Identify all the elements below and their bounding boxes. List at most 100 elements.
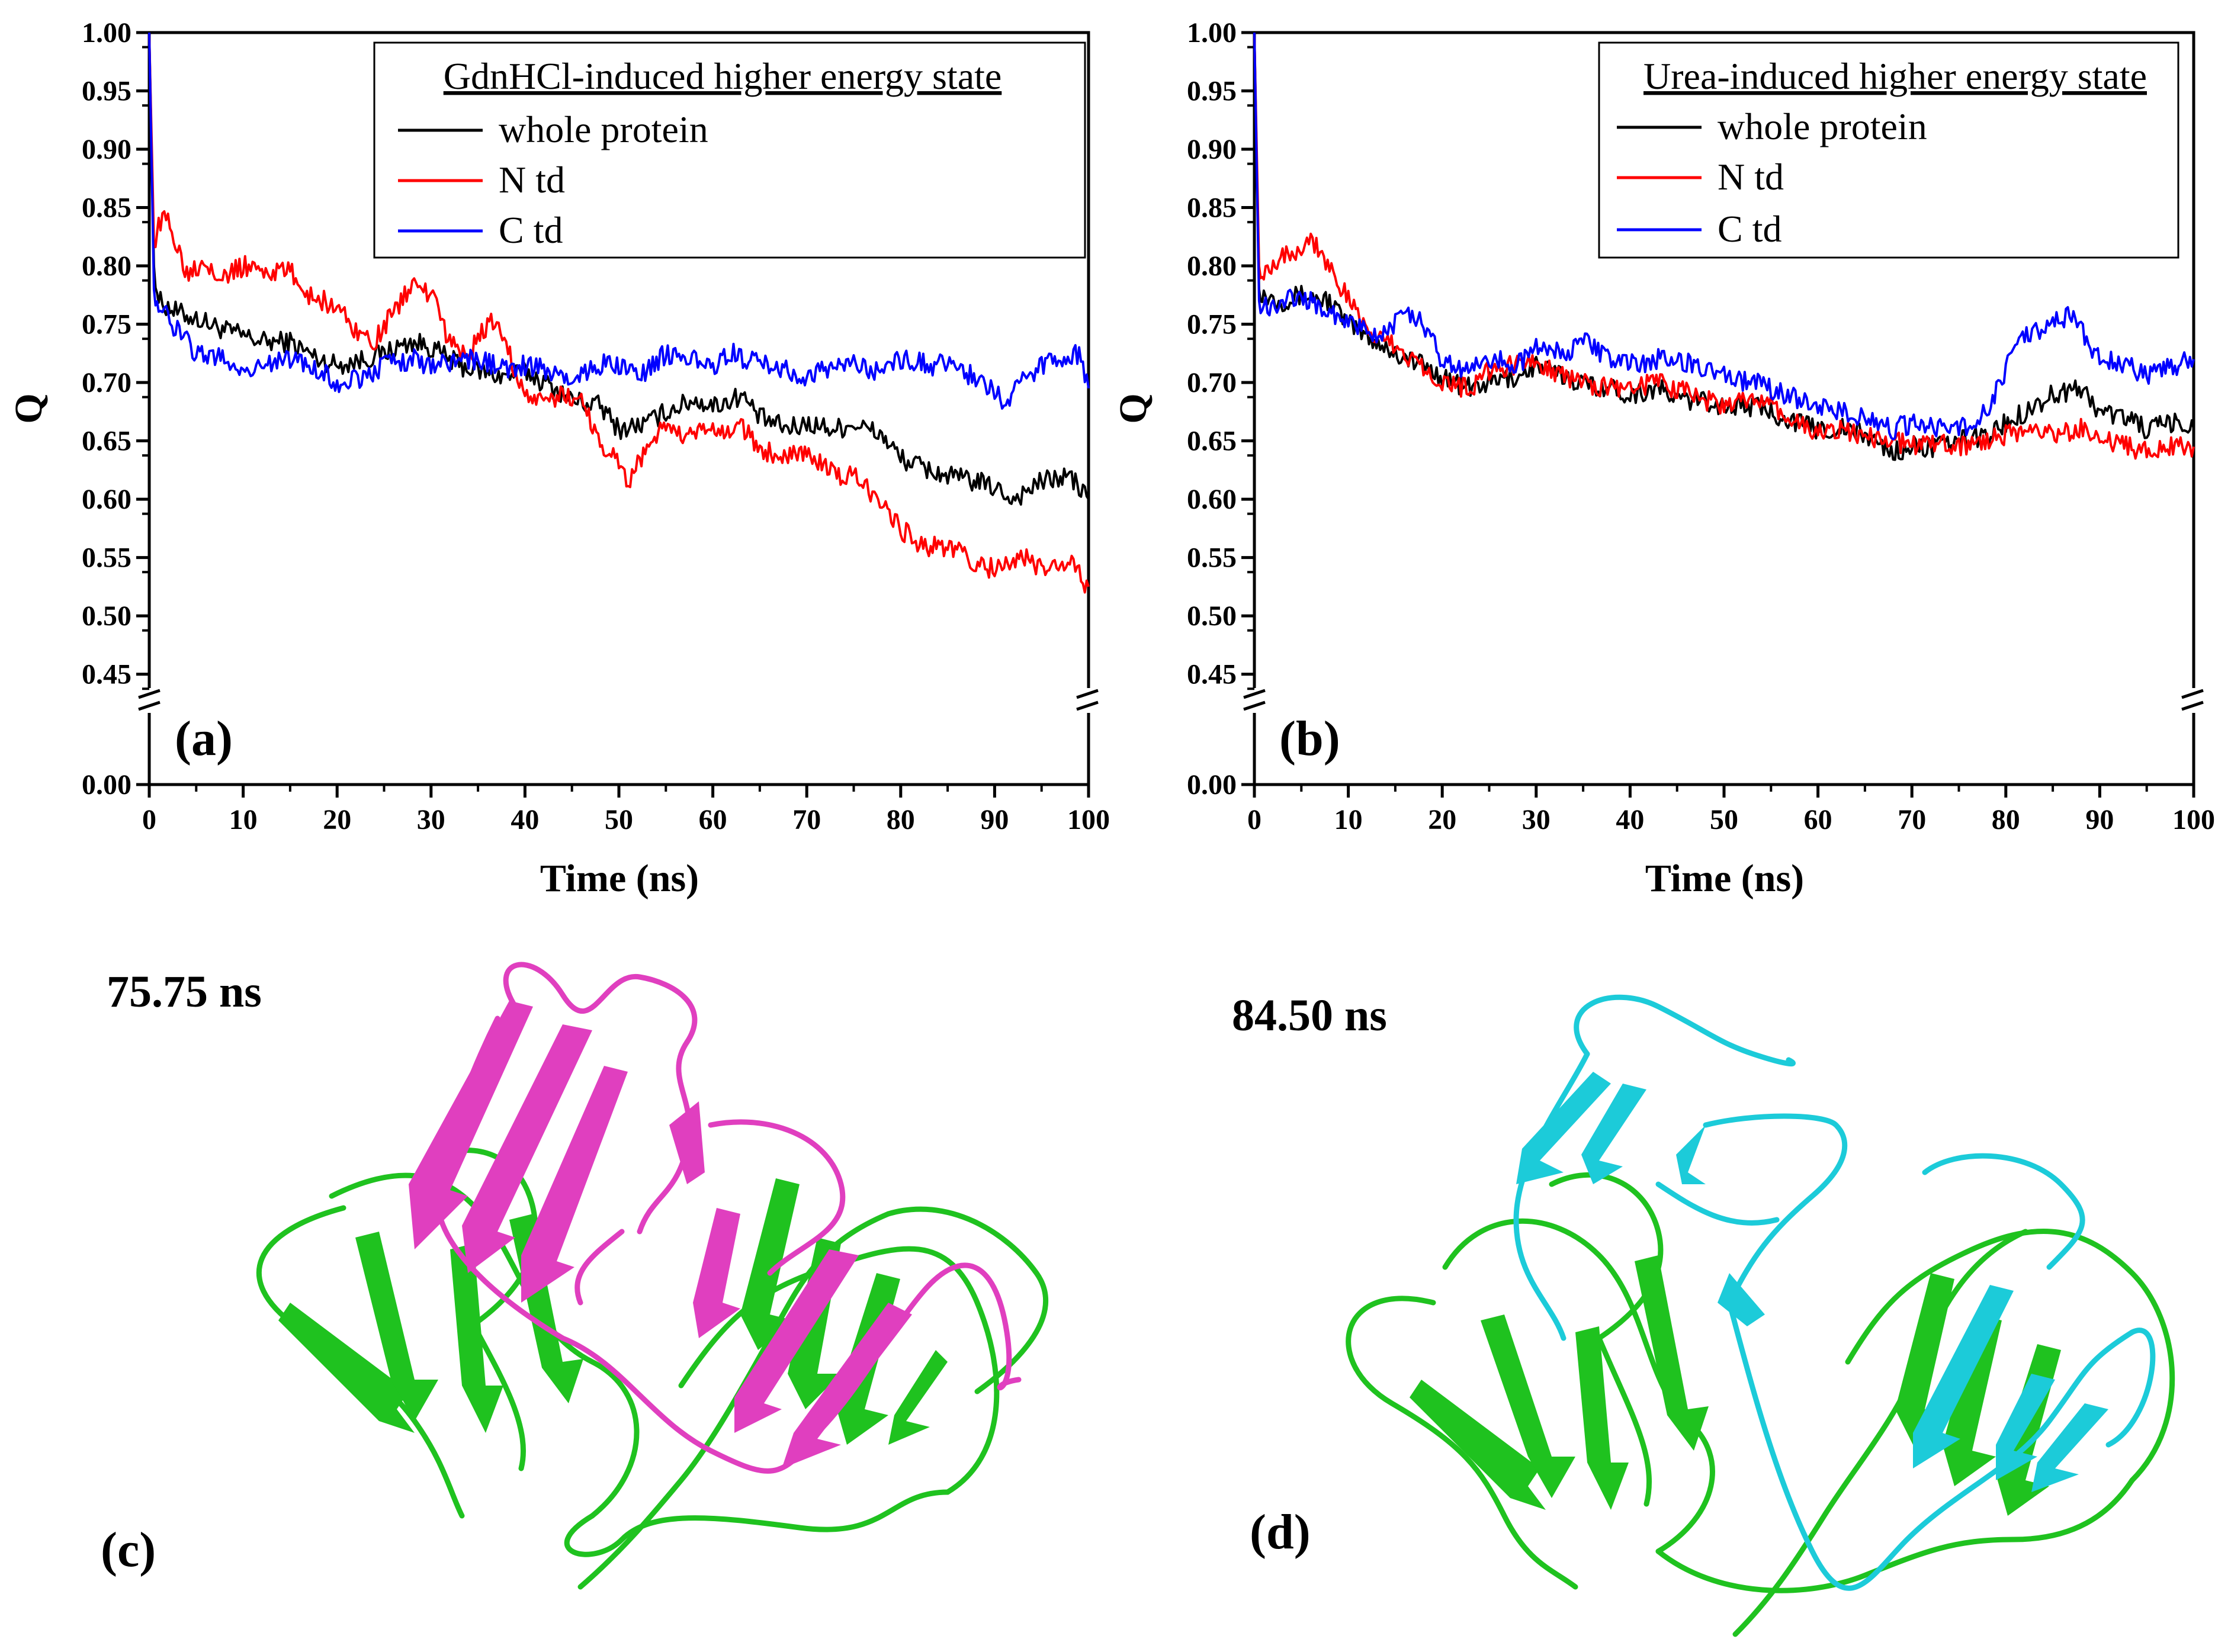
y-tick-label: 0.65 [1187, 426, 1237, 457]
legend-label-whole-protein: whole protein [1718, 105, 1927, 147]
y-tick-label: 1.00 [1187, 17, 1237, 49]
legend-label-n-td: N td [499, 159, 565, 201]
x-tick-label: 100 [1067, 804, 1110, 835]
legend-label-n-td: N td [1718, 156, 1784, 198]
x-tick-label: 50 [605, 804, 633, 835]
series-lines [1253, 32, 2195, 461]
x-axis-ticks: 0 10 20 30 40 50 60 70 80 90 100 [142, 785, 1110, 835]
panel-label-a: (a) [175, 711, 233, 766]
y-axis-title: Q [7, 393, 50, 423]
y-axis-title: Q [1112, 393, 1155, 423]
legend-label-whole-protein: whole protein [499, 108, 708, 150]
y-tick-label: 0.75 [82, 309, 131, 340]
y-tick-label: 0.45 [82, 659, 131, 690]
higher-energy-beta-strands [409, 1001, 912, 1468]
x-axis-title: Time (ns) [1645, 857, 1804, 900]
x-tick-label: 20 [1428, 804, 1456, 835]
y-tick-label: 0.90 [1187, 134, 1237, 165]
legend-title: GdnHCl-induced higher energy state [444, 55, 1002, 97]
y-tick-label: 0.85 [1187, 192, 1237, 224]
panel-label-b: (b) [1279, 711, 1340, 766]
series-line-c-td [1253, 32, 2195, 441]
x-tick-label: 90 [980, 804, 1009, 835]
x-tick-label: 30 [1522, 804, 1551, 835]
legend-box [1598, 41, 2179, 259]
x-tick-label: 50 [1710, 804, 1738, 835]
reference-beta-strands [278, 1178, 948, 1445]
panel-label-c: (c) [101, 1522, 156, 1577]
axis-break-mark [1076, 689, 1099, 699]
y-tick-label: 0.45 [1187, 659, 1237, 690]
y-tick-label: 0.80 [1187, 250, 1237, 282]
higher-energy-beta-strands [1516, 1072, 2108, 1492]
y-tick-label: 0.75 [1187, 309, 1237, 340]
y-tick-label: 0.50 [82, 600, 131, 632]
y-tick-label: 0.95 [1187, 76, 1237, 107]
y-tick-label: 0.60 [1187, 484, 1237, 515]
axis-break-mark [138, 689, 160, 699]
higher-energy-structure-ribbon [1513, 994, 2156, 1591]
protein-structure-d: 84.50 ns (d) [1232, 991, 2175, 1637]
y-tick-label: 1.00 [82, 17, 131, 49]
legend-label-c-td: C td [499, 209, 563, 251]
axis-break-mark [1076, 700, 1099, 711]
y-tick-label: 0.50 [1187, 600, 1237, 632]
x-tick-label: 90 [2085, 804, 2114, 835]
x-tick-label: 70 [792, 804, 821, 835]
x-tick-label: 20 [323, 804, 351, 835]
y-tick-label: 0.90 [82, 134, 131, 165]
time-label-d: 84.50 ns [1232, 991, 1387, 1040]
chart-panel-b: 0.45 0.50 0.55 0.60 0.65 0.70 0.75 0.80 0.85 0.90… [1112, 17, 2215, 900]
x-tick-label: 80 [1992, 804, 2020, 835]
y-tick-label: 0.70 [1187, 367, 1237, 398]
chart-panel-a: 0.45 0.50 0.55 0.60 0.65 0.70 0.75 0.80 0.85 0.90… [7, 17, 1110, 900]
protein-structure-c: 75.75 ns (c) [101, 962, 1049, 1590]
y-tick-label: 0.60 [82, 484, 131, 515]
panel-label-d: (d) [1250, 1505, 1311, 1560]
x-tick-label: 60 [1804, 804, 1832, 835]
series-line-n-td [1253, 32, 2195, 460]
y-tick-label: 0.55 [1187, 542, 1237, 574]
series-line-n-td [148, 32, 1090, 594]
time-label-c: 75.75 ns [107, 967, 262, 1017]
y-tick-label: 0.80 [82, 250, 131, 282]
series-lines [148, 32, 1090, 594]
x-tick-label: 30 [417, 804, 445, 835]
y-tick-label: 0.70 [82, 367, 131, 398]
y-tick-label: 0.85 [82, 192, 131, 224]
x-tick-label: 40 [1616, 804, 1644, 835]
y-axis-upper-ticks: 0.45 0.50 0.55 0.60 0.65 0.70 0.75 0.80 0.85 0.90… [82, 17, 149, 690]
legend-title: Urea-induced higher energy state [1643, 55, 2147, 97]
x-axis-title: Time (ns) [540, 857, 699, 900]
x-axis-ticks: 0 10 20 30 40 50 60 70 80 90 100 [1247, 785, 2215, 835]
y-tick-label: 0.95 [82, 76, 131, 107]
axis-break-mark [1243, 689, 1266, 699]
y-tick-label: 0.55 [82, 542, 131, 574]
legend-label-c-td: C td [1718, 208, 1781, 250]
x-tick-label: 70 [1898, 804, 1926, 835]
x-tick-label: 40 [511, 804, 539, 835]
series-line-whole-protein [148, 32, 1090, 506]
axis-break-mark [1243, 700, 1266, 711]
x-tick-label: 10 [1334, 804, 1363, 835]
x-tick-label: 100 [2172, 804, 2215, 835]
y-axis-lower-ticks: 0.00 [1187, 769, 1254, 801]
axis-break-mark [2181, 700, 2204, 711]
x-tick-label: 60 [699, 804, 727, 835]
axis-break-mark [138, 700, 160, 711]
y-tick-label: 0.65 [82, 426, 131, 457]
axis-break-mark [2181, 689, 2204, 699]
x-tick-label: 0 [1247, 804, 1261, 835]
x-tick-label: 80 [887, 804, 915, 835]
legend: Urea-induced higher energy state whole p… [1598, 41, 2179, 259]
y-axis-upper-ticks: 0.45 0.50 0.55 0.60 0.65 0.70 0.75 0.80 0.85 0.90… [1187, 17, 1254, 690]
legend-box [373, 41, 1086, 259]
x-tick-label: 0 [142, 804, 156, 835]
y-tick-label: 0.00 [82, 769, 131, 801]
y-tick-label: 0.00 [1187, 769, 1237, 801]
y-axis-lower-ticks: 0.00 [82, 769, 149, 801]
legend: GdnHCl-induced higher energy state whole… [373, 41, 1086, 259]
x-tick-label: 10 [229, 804, 258, 835]
series-line-c-td [148, 32, 1090, 410]
